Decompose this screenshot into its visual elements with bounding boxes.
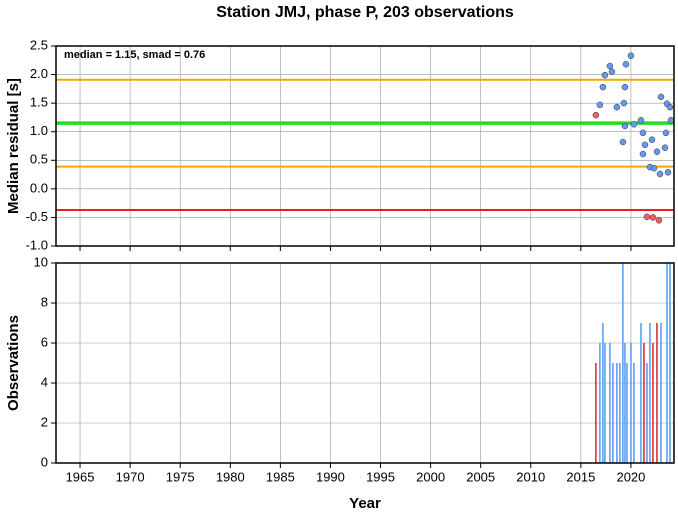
point [601,71,609,79]
point [657,93,665,101]
point [639,150,647,158]
x-tick-label: 1975 [166,469,195,484]
point [621,122,629,130]
y-tick-label: 6 [41,334,48,349]
point [621,83,629,91]
point [664,169,672,176]
y-tick-label: 0 [41,454,48,469]
point [666,103,674,111]
point [620,99,628,107]
point [592,111,600,119]
point [630,121,638,128]
x-tick-label: 1995 [366,469,395,484]
point [655,217,663,224]
x-tick-label: 2015 [566,469,595,484]
x-tick-label: 1980 [216,469,245,484]
y-tick-label: -1.0 [26,237,48,252]
point [649,214,657,221]
point [650,165,658,172]
point [606,62,614,70]
y-tick-label: 2.5 [30,37,48,52]
y-tick-label: 0.0 [30,180,48,195]
point [637,117,645,124]
plot-frame [55,45,675,247]
plot-frame [55,262,675,464]
point [622,61,630,68]
x-tick-label: 2005 [466,469,495,484]
y-tick-label: 2 [41,414,48,429]
x-axis-label: Year [349,495,381,511]
point [599,83,607,91]
y-axis-label: Median residual [s] [5,78,22,214]
y-tick-label: 1.0 [30,123,48,138]
point [662,129,670,137]
y-tick-label: -0.5 [26,209,48,224]
chart-title: Station JMJ, phase P, 203 observations [216,4,514,21]
point [661,144,669,151]
x-tick-label: 1970 [116,469,145,484]
x-tick-label: 1990 [316,469,345,484]
x-tick-label: 1965 [66,469,95,484]
point [639,129,647,137]
point [641,141,649,149]
point [627,52,635,59]
y-tick-label: 0.5 [30,152,48,167]
x-tick-label: 2020 [616,469,645,484]
x-tick-label: 2010 [516,469,545,484]
point [596,101,604,109]
x-tick-label: 1985 [266,469,295,484]
point [643,213,651,221]
y-tick-label: 4 [41,374,48,389]
y-tick-label: 10 [34,254,48,269]
y-tick-label: 1.5 [30,95,48,110]
point [648,136,656,143]
point [613,103,621,111]
y-tick-label: 2.0 [30,66,48,81]
y-axis-label: Observations [5,315,22,411]
x-tick-label: 2000 [416,469,445,484]
y-tick-label: 8 [41,294,48,309]
point [656,170,664,178]
point [608,68,616,75]
point [619,138,627,146]
point [667,117,675,124]
point [653,148,661,155]
annotation: median = 1.15, smad = 0.76 [64,49,205,61]
